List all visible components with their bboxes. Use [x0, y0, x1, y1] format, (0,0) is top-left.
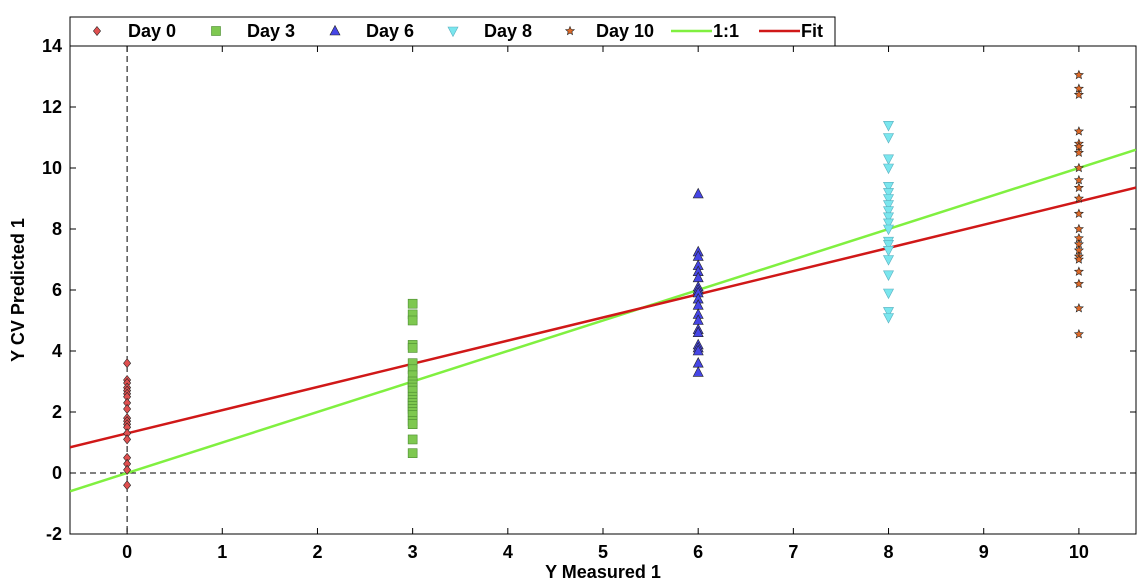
- day-10-point: [1073, 266, 1084, 276]
- day-8-point: [883, 200, 894, 211]
- day-0-point: [123, 480, 132, 491]
- y-tick-label: 12: [42, 97, 62, 117]
- day-10-point: [1073, 328, 1084, 339]
- day-10-point: [1073, 303, 1084, 313]
- day-8-point: [883, 188, 894, 199]
- day-10-point: [1073, 174, 1084, 185]
- day-10-point: [1073, 69, 1084, 80]
- day-8-point: [883, 255, 894, 266]
- y-tick-label: 4: [52, 341, 62, 361]
- legend-day-6-marker: [329, 24, 341, 36]
- x-axis-label: Y Measured 1: [545, 562, 661, 581]
- x-tick-label: 8: [884, 542, 894, 562]
- day-8-point: [883, 121, 894, 132]
- x-tick-label: 1: [217, 542, 227, 562]
- x-tick-label: 2: [312, 542, 322, 562]
- legend-day-0-marker: [93, 26, 101, 36]
- legend-one-to-one-label: 1:1: [713, 21, 739, 41]
- day-3-point: [407, 448, 418, 458]
- day-3-point: [407, 343, 418, 353]
- x-tick-label: 0: [122, 542, 132, 562]
- y-tick-label: 6: [52, 280, 62, 300]
- day-6-point: [692, 366, 704, 377]
- one-to-one-line: [70, 148, 1136, 493]
- day-0-point: [123, 464, 132, 475]
- day-8-point: [883, 270, 894, 281]
- x-tick-label: 5: [598, 542, 608, 562]
- y-tick-label: 10: [42, 158, 62, 178]
- day-10-point: [1073, 126, 1084, 136]
- day-10-point: [1073, 182, 1084, 193]
- legend: Day 0 Day 3 Day 6 Day 8 Day 10 1:1 Fit: [69, 16, 836, 47]
- day-3-point: [407, 298, 418, 309]
- day-10-point: [1073, 147, 1084, 158]
- day-10-point: [1073, 208, 1084, 219]
- day-10-point: [1073, 223, 1084, 234]
- legend-day-8-label: Day 8: [484, 21, 532, 41]
- day-3-point: [407, 419, 418, 430]
- legend-day-6-label: Day 6: [366, 21, 414, 41]
- x-tick-label: 6: [693, 542, 703, 562]
- day-8-point: [883, 224, 894, 236]
- x-tick-label: 9: [979, 542, 989, 562]
- day-8-point: [883, 163, 894, 175]
- day-8-point: [883, 206, 894, 217]
- day-10-point: [1073, 278, 1084, 289]
- x-tick-label: 4: [503, 542, 513, 562]
- day-0-point: [123, 434, 132, 445]
- y-tick-label: 14: [42, 36, 62, 56]
- day-10-point: [1073, 193, 1084, 203]
- day-6-point: [692, 187, 704, 199]
- day-3-point: [407, 315, 418, 326]
- day-10-point: [1073, 89, 1084, 100]
- day-8-point: [883, 133, 894, 144]
- day-8-point: [883, 218, 894, 230]
- day-8-point: [883, 154, 894, 165]
- legend-day-3-marker: [211, 26, 221, 36]
- day-8-point: [883, 307, 894, 318]
- x-tick-label: 3: [408, 542, 418, 562]
- day-10-point: [1073, 254, 1084, 264]
- day-3-point: [407, 434, 418, 445]
- legend-day-10-marker: [564, 25, 576, 36]
- day-6-point: [692, 344, 704, 356]
- y-tick-label: 0: [52, 463, 62, 483]
- day-0-point: [123, 358, 132, 369]
- day-8-point: [883, 240, 894, 251]
- day-6-point: [692, 326, 704, 338]
- y-tick-label: -2: [46, 524, 62, 544]
- y-tick-label: 2: [52, 402, 62, 422]
- legend-day-8-marker: [447, 26, 459, 38]
- x-tick-label: 10: [1069, 542, 1089, 562]
- y-axis-label: Y CV Predicted 1: [8, 218, 28, 362]
- legend-fit-label: Fit: [801, 21, 823, 41]
- day-10-point: [1073, 162, 1084, 173]
- y-tick-label: 8: [52, 219, 62, 239]
- legend-day-3-label: Day 3: [247, 21, 295, 41]
- day-8-point: [883, 313, 894, 324]
- day-8-point: [883, 246, 894, 257]
- day-8-point: [883, 194, 894, 205]
- legend-day-0-label: Day 0: [128, 21, 176, 41]
- plot-area: [69, 45, 1137, 535]
- fit-line: [70, 186, 1136, 449]
- x-tick-label: 7: [788, 542, 798, 562]
- legend-day-10-label: Day 10: [596, 21, 654, 41]
- day-8-point: [883, 212, 894, 223]
- day-8-point: [883, 182, 894, 193]
- day-8-point: [883, 288, 894, 300]
